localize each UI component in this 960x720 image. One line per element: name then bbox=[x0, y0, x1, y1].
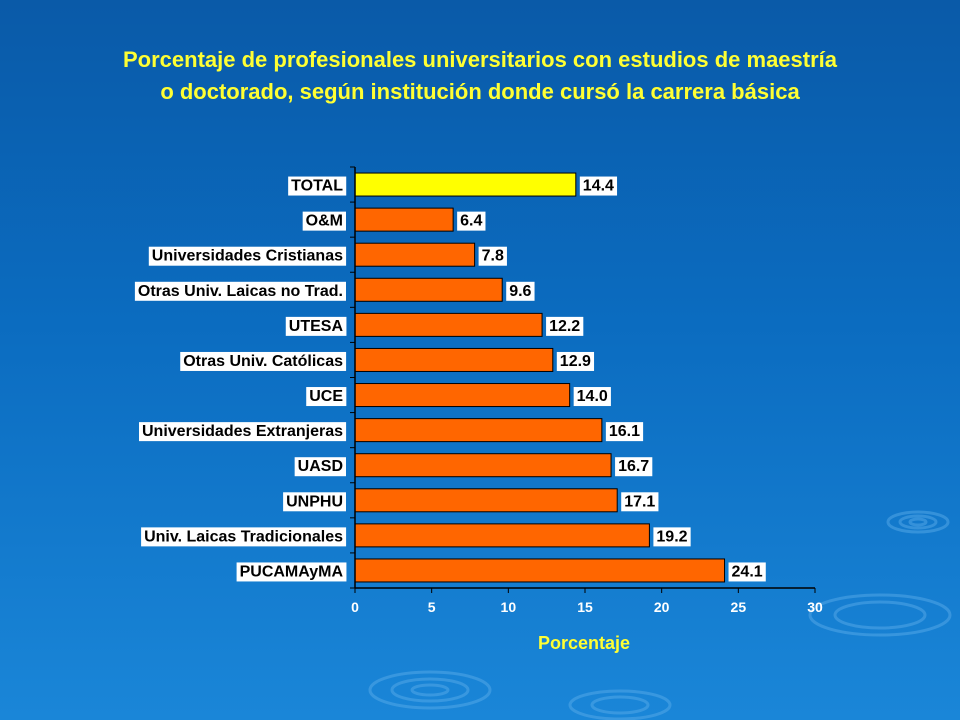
x-tick-label: 30 bbox=[807, 599, 823, 615]
category-label: O&M bbox=[306, 213, 343, 230]
category-label: UASD bbox=[298, 458, 343, 475]
y-axis bbox=[350, 166, 356, 589]
category-label: Universidades Cristianas bbox=[152, 248, 343, 265]
label-background bbox=[148, 246, 347, 266]
data-label: 16.7 bbox=[618, 458, 649, 475]
label-background bbox=[728, 562, 766, 582]
label-background bbox=[546, 316, 584, 336]
x-tick-label: 10 bbox=[501, 599, 517, 615]
label-background bbox=[506, 281, 535, 301]
bar bbox=[354, 523, 650, 548]
category-label: TOTAL bbox=[291, 178, 343, 195]
bar bbox=[354, 488, 618, 513]
label-background bbox=[615, 457, 653, 477]
category-label: Otras Univ. Laicas no Trad. bbox=[138, 283, 343, 300]
category-label: PUCAMAyMA bbox=[240, 563, 344, 580]
bar bbox=[354, 383, 571, 408]
data-label: 7.8 bbox=[482, 248, 504, 265]
data-label: 14.4 bbox=[583, 178, 614, 195]
bars bbox=[354, 172, 726, 583]
category-label: UCE bbox=[309, 388, 343, 405]
data-label: 9.6 bbox=[509, 283, 531, 300]
label-background bbox=[180, 351, 347, 371]
x-tick-label: 0 bbox=[351, 599, 359, 615]
label-background bbox=[478, 246, 507, 266]
category-label: UTESA bbox=[289, 318, 344, 335]
bar bbox=[354, 242, 476, 267]
label-background bbox=[285, 316, 347, 336]
bar bbox=[354, 277, 503, 302]
bar bbox=[354, 172, 577, 197]
label-background bbox=[283, 492, 346, 512]
bar bbox=[354, 558, 726, 583]
bar bbox=[354, 347, 554, 372]
label-background bbox=[621, 492, 659, 512]
label-background bbox=[139, 422, 347, 442]
label-background bbox=[653, 527, 691, 547]
bar bbox=[354, 312, 543, 337]
label-background bbox=[573, 387, 611, 407]
label-background bbox=[141, 527, 347, 547]
bar bbox=[354, 453, 612, 478]
data-label: 17.1 bbox=[624, 493, 655, 510]
bar bbox=[354, 418, 603, 443]
x-tick-label: 5 bbox=[428, 599, 436, 615]
data-label: 24.1 bbox=[732, 563, 763, 580]
data-label: 12.9 bbox=[560, 353, 591, 370]
label-background bbox=[457, 211, 486, 231]
x-tick-label: 15 bbox=[577, 599, 593, 615]
x-axis-title: Porcentaje bbox=[538, 633, 630, 653]
label-background bbox=[556, 351, 595, 371]
label-background bbox=[294, 457, 346, 477]
label-background bbox=[302, 211, 346, 231]
chart-title: Porcentaje de profesionales universitari… bbox=[122, 47, 838, 104]
category-label: Univ. Laicas Tradicionales bbox=[144, 528, 343, 545]
x-axis: 0 5 10 15 20 25 30 bbox=[351, 587, 823, 615]
label-background bbox=[605, 422, 644, 442]
data-label: 16.1 bbox=[609, 423, 640, 440]
x-tick-label: 25 bbox=[731, 599, 747, 615]
x-tick-label: 20 bbox=[654, 599, 670, 615]
label-background bbox=[288, 176, 347, 196]
category-label: Universidades Extranjeras bbox=[142, 423, 343, 440]
label-background bbox=[306, 387, 347, 407]
label-background bbox=[579, 176, 618, 196]
data-label: 12.2 bbox=[549, 318, 580, 335]
data-label: 14.0 bbox=[577, 388, 608, 405]
data-label: 19.2 bbox=[656, 528, 687, 545]
category-label: UNPHU bbox=[286, 493, 343, 510]
bar bbox=[354, 207, 454, 232]
label-background bbox=[134, 281, 346, 301]
data-labels: 14.4 6.4 7.8 9.6 12.2 12.9 14.0 16.1 16.7 17.1 19.… bbox=[457, 176, 766, 582]
label-background bbox=[236, 562, 347, 582]
data-label: 6.4 bbox=[460, 213, 482, 230]
category-labels: TOTAL O&M Universidades Cristianas Otras Un… bbox=[134, 176, 347, 582]
category-label: Otras Univ. Católicas bbox=[183, 353, 343, 370]
